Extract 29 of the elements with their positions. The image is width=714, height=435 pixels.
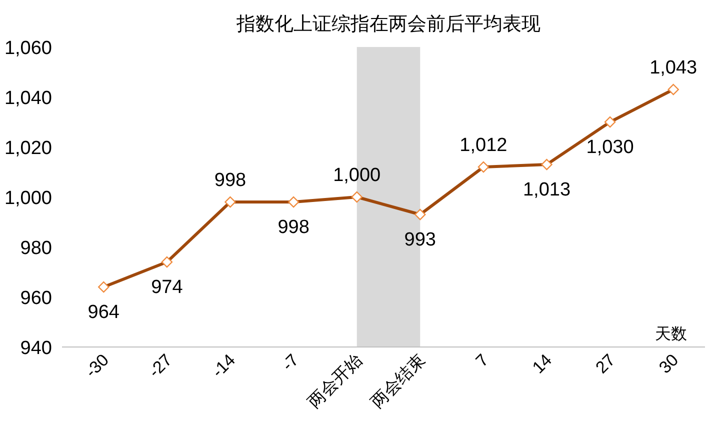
y-tick-label: 1,060 — [4, 38, 52, 59]
y-tick-label: 960 — [20, 288, 52, 309]
x-tick-label: 两会结束 — [367, 350, 429, 412]
x-tick-label: -27 — [144, 350, 176, 382]
data-label: 1,000 — [333, 165, 381, 186]
x-axis-title: 天数 — [655, 326, 687, 343]
data-label: 998 — [214, 170, 246, 191]
x-tick-label: 30 — [655, 350, 682, 378]
chart-title: 指数化上证综指在两会前后平均表现 — [236, 14, 540, 35]
data-label: 1,043 — [650, 58, 698, 78]
x-tick-label: 两会开始 — [304, 350, 366, 412]
data-label: 1,030 — [586, 137, 634, 158]
x-tick-label: 27 — [592, 350, 619, 378]
y-tick-label: 940 — [20, 338, 52, 359]
data-label: 964 — [88, 302, 120, 323]
x-tick-label: -14 — [208, 350, 240, 382]
data-label: 974 — [151, 277, 184, 298]
y-tick-label: 1,020 — [4, 138, 52, 159]
data-label: 998 — [278, 217, 310, 238]
y-tick-label: 1,040 — [4, 88, 52, 109]
x-tick-label: 14 — [528, 350, 556, 378]
y-tick-label: 980 — [20, 238, 52, 259]
x-tick-label: 7 — [472, 350, 492, 371]
x-tick-label: -30 — [82, 350, 112, 382]
x-tick-label: -7 — [278, 350, 302, 375]
y-tick-label: 1,000 — [4, 188, 52, 209]
data-label: 993 — [404, 230, 436, 250]
data-label: 1,012 — [460, 135, 508, 156]
data-label: 1,013 — [522, 180, 571, 200]
